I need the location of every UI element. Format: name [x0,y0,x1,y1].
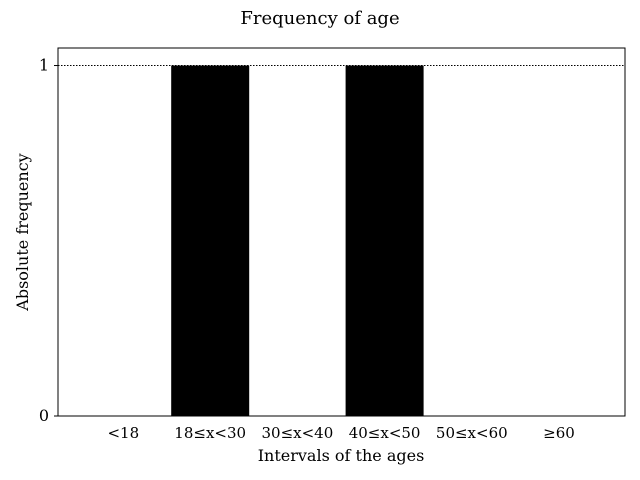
plot-area [58,48,625,416]
y-tick-label: 0 [39,406,49,425]
y-tick-label: 1 [39,56,49,75]
bar [171,65,250,417]
chart-title: Frequency of age [240,8,399,29]
x-tick-label: 30≤x<40 [262,424,334,442]
x-tick-label: <18 [107,424,139,442]
x-tick-label: 40≤x<50 [349,424,421,442]
plot-frame [57,47,626,417]
x-tick-label: ≥60 [543,424,575,442]
x-tick-label: 50≤x<60 [436,424,508,442]
x-tick-label: 18≤x<30 [174,424,246,442]
y-axis-label: Absolute frequency [13,153,32,311]
bar [345,65,424,417]
x-axis-label: Intervals of the ages [258,446,425,465]
